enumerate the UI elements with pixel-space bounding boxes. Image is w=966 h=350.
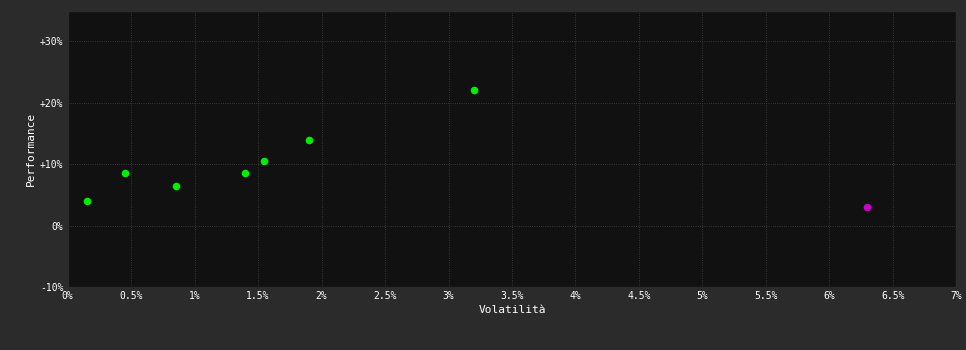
Point [238,170,253,176]
Point [860,204,875,210]
Point [79,198,95,204]
Point [257,158,272,164]
Y-axis label: Performance: Performance [26,112,36,186]
Point [168,183,184,188]
X-axis label: Volatilità: Volatilità [478,305,546,315]
Point [467,88,482,93]
Point [117,170,132,176]
Point [301,137,317,142]
